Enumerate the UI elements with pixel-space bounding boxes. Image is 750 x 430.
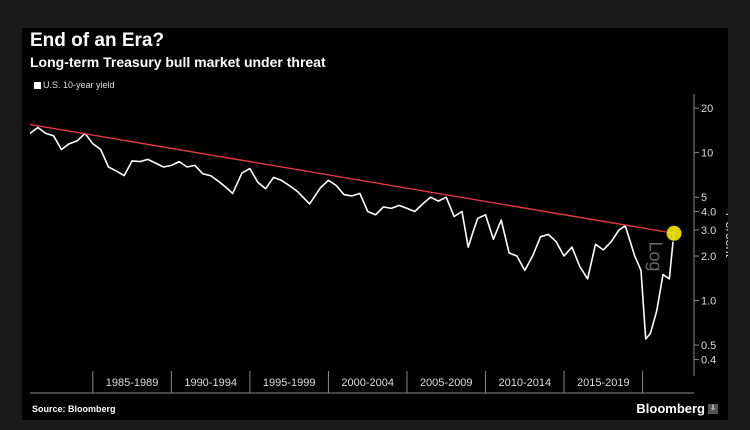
x-tick-label: 1985-1989 [106, 377, 159, 389]
highlight-point [665, 224, 683, 242]
x-tick-label: 2000-2004 [341, 377, 394, 389]
brand-logo: Bloomberg ⇩ [636, 401, 718, 416]
chart-title: End of an Era? [30, 30, 165, 51]
y-tick-label: 2.0 [701, 251, 716, 263]
legend: U.S. 10-year yield [34, 80, 115, 90]
brand-name: Bloomberg [636, 401, 705, 416]
legend-swatch [34, 81, 41, 89]
x-tick-label: 2015-2019 [577, 377, 630, 389]
y-tick-label: 3.0 [701, 225, 716, 237]
series-line [29, 126, 675, 340]
y-tick-label: 0.5 [701, 340, 716, 352]
log-scale-watermark: Log [645, 241, 666, 272]
y-tick-label: 10 [701, 148, 713, 160]
chart-plot: 20 10 5 4.0 3.0 2.0 1.0 0.5 0.4 Percent 1985-1989 1… [29, 94, 728, 394]
x-tick-label: 1995-1999 [263, 377, 316, 389]
y-tick-label: 0.4 [701, 354, 716, 366]
chart-subtitle: Long-term Treasury bull market under thr… [30, 54, 326, 70]
y-tick-label: 20 [701, 103, 713, 115]
y-tick-label: 5 [701, 192, 707, 204]
y-tick-label: 4.0 [701, 207, 716, 219]
legend-label: U.S. 10-year yield [43, 80, 115, 90]
x-tick-label: 2005-2009 [420, 377, 473, 389]
source-note: Source: Bloomberg [32, 404, 116, 414]
y-tick-label: 1.0 [701, 296, 716, 308]
chart-card: 20 10 5 4.0 3.0 2.0 1.0 0.5 0.4 Percent 1985-1989 1… [22, 28, 728, 420]
y-axis-label: Percent [723, 213, 728, 258]
trend-line [29, 123, 675, 234]
x-tick-label: 1990-1994 [184, 377, 237, 389]
x-tick-label: 2010-2014 [498, 377, 551, 389]
download-icon[interactable]: ⇩ [708, 403, 718, 414]
